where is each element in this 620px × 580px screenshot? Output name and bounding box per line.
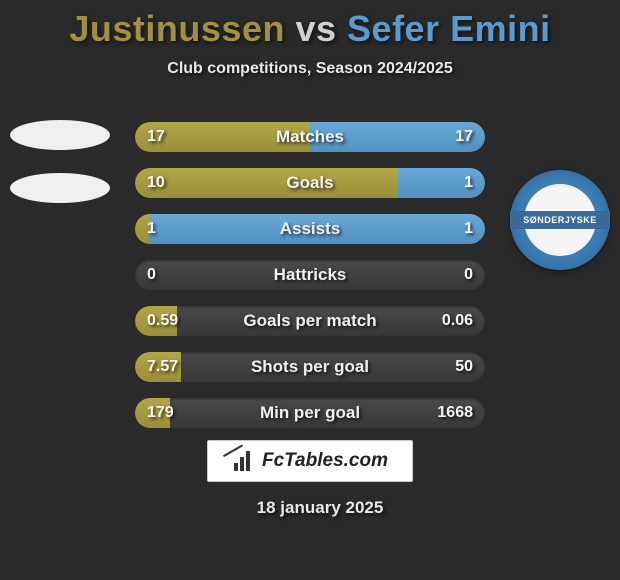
stat-row: 7.57Shots per goal50 [135,352,485,382]
vs-separator: vs [295,8,336,49]
stat-value-player2: 50 [455,352,473,382]
crest-club-name: SØNDERJYSKE [510,211,610,229]
player2-club-logo: SØNDERJYSKE [510,170,610,270]
comparison-card: Justinussen vs Sefer Emini Club competit… [0,0,620,580]
stat-label: Assists [135,214,485,244]
player1-name: Justinussen [69,8,285,49]
brand-badge[interactable]: FcTables.com [207,440,413,482]
stat-value-player2: 17 [455,122,473,152]
player2-name: Sefer Emini [347,8,551,49]
stat-label: Min per goal [135,398,485,428]
stat-label: Goals [135,168,485,198]
stat-value-player2: 1 [464,214,473,244]
stat-row: 179Min per goal1668 [135,398,485,428]
stat-label: Hattricks [135,260,485,290]
stat-value-player2: 1668 [437,398,473,428]
stat-row: 17Matches17 [135,122,485,152]
snapshot-date: 18 january 2025 [10,498,620,518]
player1-club-logo [10,115,110,215]
stat-row: 0Hattricks0 [135,260,485,290]
stat-row: 1Assists1 [135,214,485,244]
page-title: Justinussen vs Sefer Emini [10,0,610,50]
chart-icon [232,449,256,473]
brand-text: FcTables.com [262,450,388,472]
logo-placeholder-shape [10,120,110,150]
stats-list: 17Matches1710Goals11Assists10Hattricks00… [135,122,485,444]
stat-row: 10Goals1 [135,168,485,198]
subtitle: Club competitions, Season 2024/2025 [10,60,610,78]
stat-label: Shots per goal [135,352,485,382]
club-crest: SØNDERJYSKE [510,170,610,270]
stat-row: 0.59Goals per match0.06 [135,306,485,336]
stat-label: Goals per match [135,306,485,336]
stat-label: Matches [135,122,485,152]
stat-value-player2: 0.06 [442,306,473,336]
stat-value-player2: 0 [464,260,473,290]
logo-placeholder-shape [10,173,110,203]
stat-value-player2: 1 [464,168,473,198]
